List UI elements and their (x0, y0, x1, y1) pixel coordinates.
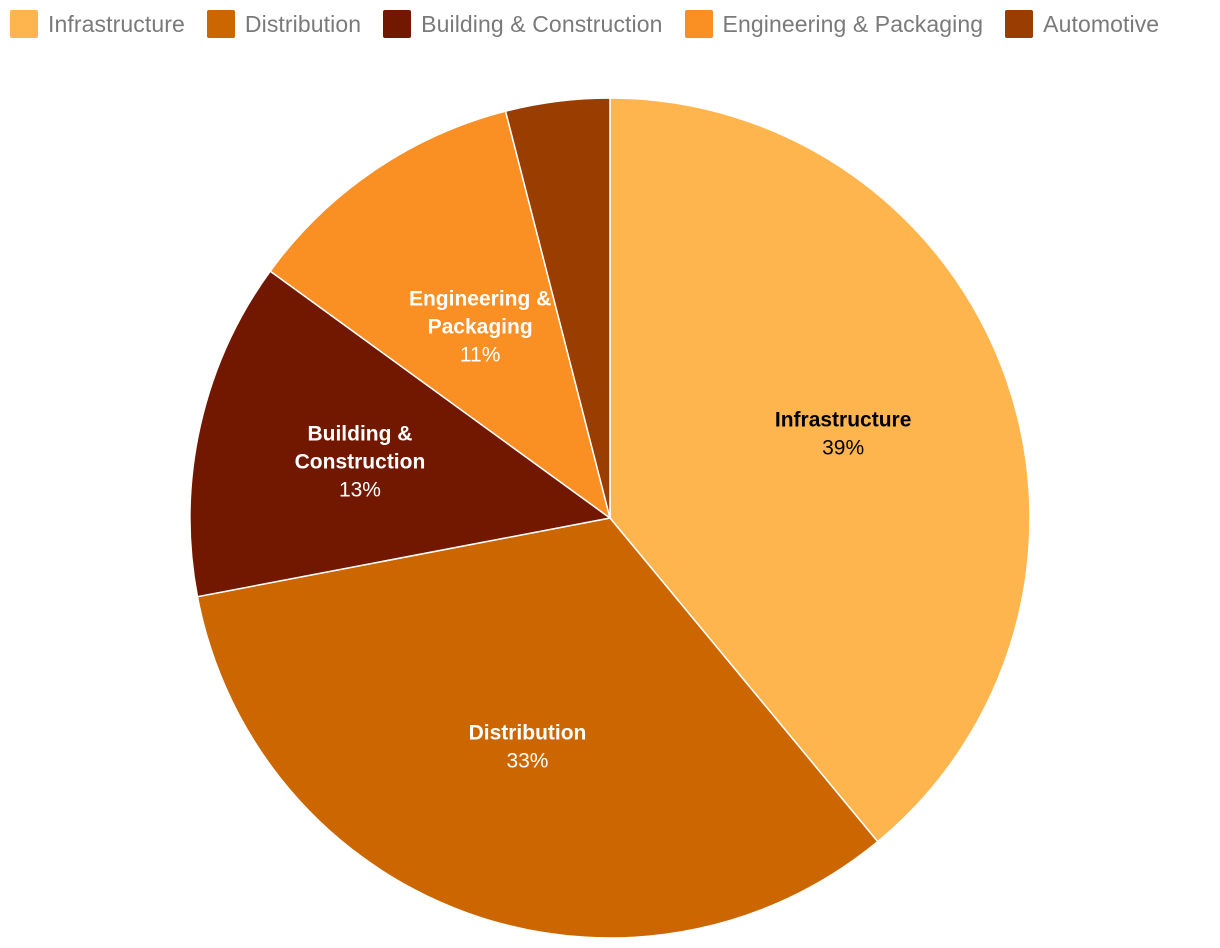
data-label-name: Distribution (469, 722, 587, 745)
data-label-distribution: Distribution 33% (469, 722, 587, 773)
legend-item-building-construction[interactable]: Building & Construction (383, 10, 662, 38)
data-label-percent: 11% (460, 343, 500, 366)
data-label-building-construction: Building & Construction 13% (295, 423, 426, 502)
legend-swatch (10, 10, 38, 38)
legend-label: Automotive (1043, 10, 1160, 37)
data-label-engineering-packaging: Engineering & Packaging 11% (409, 287, 551, 366)
data-label-percent: 33% (506, 750, 548, 773)
pie-slice-engineering-packaging[interactable] (269, 110, 612, 520)
data-label-name: Building & (307, 423, 412, 446)
data-label-percent: 13% (339, 479, 381, 502)
legend-swatch (206, 10, 235, 38)
pie-slices (189, 97, 1031, 939)
pie-slice-distribution[interactable] (196, 517, 879, 939)
legend-label: Infrastructure (48, 10, 185, 37)
data-label-name: Packaging (428, 315, 533, 338)
data-label-name: Infrastructure (775, 409, 912, 432)
data-label-name: Engineering & (409, 287, 551, 310)
pie-data-labels: Infrastructure 39% Distribution 33% Building… (295, 287, 912, 772)
data-label-percent: 39% (822, 437, 864, 460)
data-label-name: Construction (295, 451, 426, 474)
chart-legend: Infrastructure Distribution Building & C… (10, 8, 1159, 40)
legend-item-infrastructure[interactable]: Infrastructure (10, 10, 185, 38)
legend-item-distribution[interactable]: Distribution (206, 10, 362, 38)
legend-item-engineering-packaging[interactable]: Engineering & Packaging (684, 10, 984, 38)
legend-label: Engineering & Packaging (722, 10, 984, 37)
legend-label: Distribution (244, 10, 362, 37)
legend-label: Building & Construction (421, 10, 663, 37)
legend-swatch (383, 10, 412, 38)
legend-swatch (1005, 10, 1034, 38)
pie-slice-building-construction[interactable] (189, 270, 612, 598)
legend-swatch (684, 10, 713, 38)
data-label-infrastructure: Infrastructure 39% (775, 409, 912, 460)
legend-item-automotive[interactable]: Automotive (1005, 10, 1159, 38)
pie-slice-automotive[interactable] (504, 97, 611, 519)
pie-slice-infrastructure[interactable] (609, 97, 1031, 843)
